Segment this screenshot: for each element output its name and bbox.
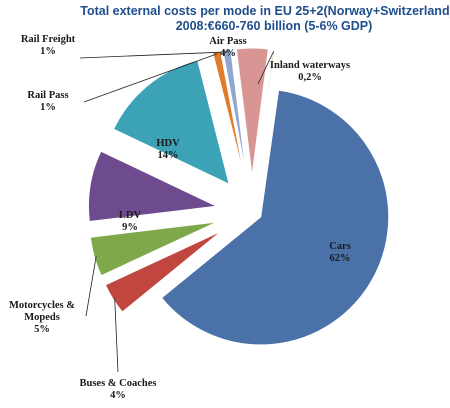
pie-slice-buses-coaches: [104, 230, 222, 313]
pie-slice-ldv: [87, 150, 219, 223]
pie-slice-air-pass: [235, 47, 269, 177]
leader-line: [257, 51, 274, 85]
slice-labels: Cars 62% Buses & Coaches 4% Motorcycles & Mop…: [9, 34, 351, 401]
leader-line: [85, 256, 97, 317]
slice-label: Rail Pass 1%: [27, 90, 68, 113]
slice-label: Inland waterways 0,2%: [270, 60, 350, 83]
slice-label: Air Pass 4%: [209, 36, 246, 59]
pie-slice-rail-freight: [222, 48, 247, 177]
slice-label: Cars 62%: [329, 241, 351, 264]
slice-label: Rail Freight 1%: [21, 34, 76, 57]
pie-slice-cars: [160, 89, 390, 346]
slice-label: LDV 9%: [119, 210, 142, 233]
leader-line: [83, 53, 218, 103]
chart-subtitle: 2008:€660-760 billion (5-6% GDP): [176, 19, 373, 33]
pie-slice-inland-waterways: [256, 48, 276, 177]
slice-label: Motorcycles & Mopeds 5%: [9, 300, 75, 335]
leader-lines: [79, 51, 274, 373]
slice-label: HDV 14%: [156, 138, 180, 161]
leader-line: [79, 51, 228, 59]
slice-label: Buses & Coaches 4%: [79, 378, 156, 401]
slices: [87, 47, 390, 346]
chart-title: Total external costs per mode in EU 25+2…: [80, 4, 450, 18]
pie-slice-hdv: [112, 59, 230, 186]
pie-slice-motorcycles-mopeds: [89, 221, 218, 277]
leader-line: [114, 297, 119, 373]
